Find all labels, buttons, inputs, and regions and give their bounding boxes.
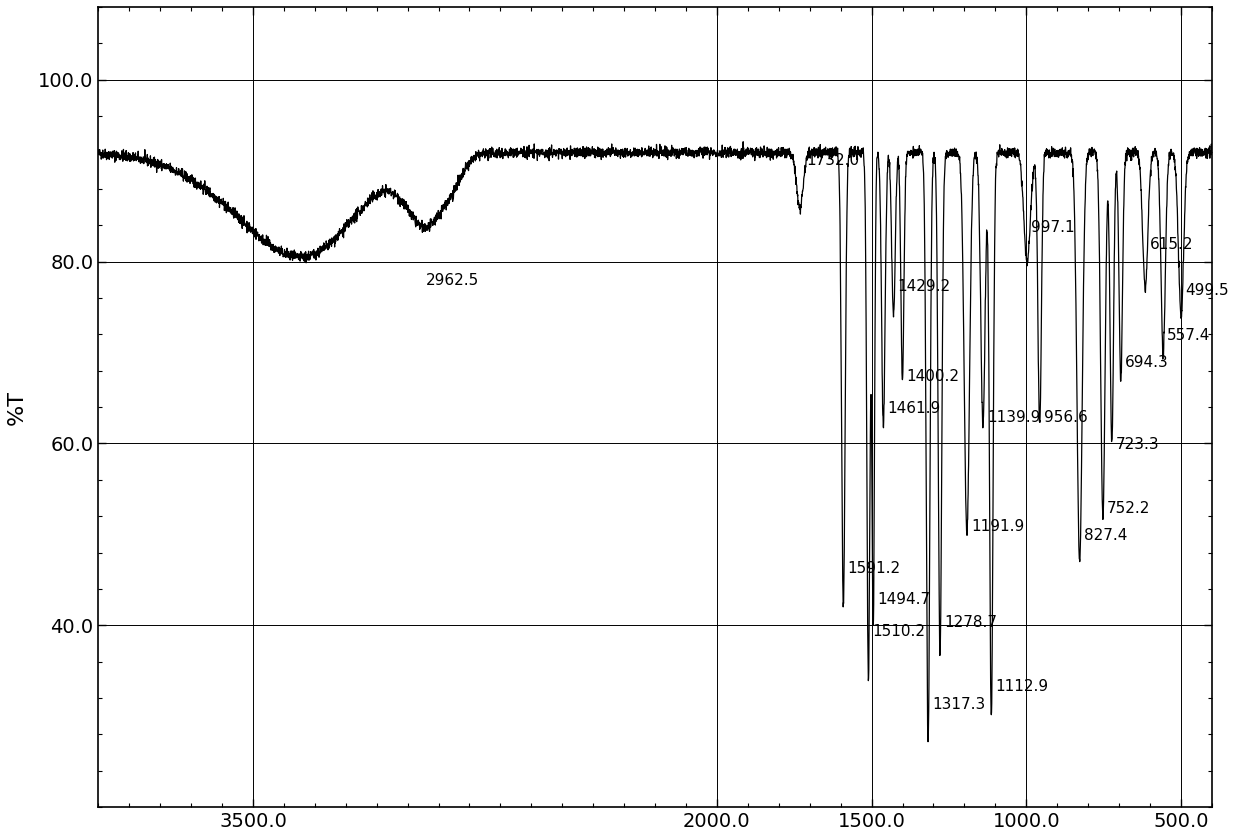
Text: 1732.0: 1732.0	[807, 153, 859, 168]
Text: 1429.2: 1429.2	[898, 279, 951, 294]
Text: 1317.3: 1317.3	[932, 697, 986, 712]
Text: 956.6: 956.6	[1044, 410, 1087, 425]
Text: 1494.7: 1494.7	[878, 592, 930, 607]
Y-axis label: %T: %T	[7, 390, 27, 425]
Text: 499.5: 499.5	[1185, 282, 1229, 297]
Text: 723.3: 723.3	[1116, 437, 1159, 453]
Text: 752.2: 752.2	[1107, 501, 1151, 515]
Text: 557.4: 557.4	[1167, 328, 1210, 343]
Text: 694.3: 694.3	[1125, 355, 1169, 370]
Text: 1139.9: 1139.9	[987, 410, 1040, 425]
Text: 1191.9: 1191.9	[971, 519, 1024, 534]
Text: 1400.2: 1400.2	[906, 369, 960, 384]
Text: 1461.9: 1461.9	[888, 401, 941, 416]
Text: 2962.5: 2962.5	[427, 273, 480, 288]
Text: 1278.7: 1278.7	[944, 615, 997, 630]
Text: 827.4: 827.4	[1084, 528, 1127, 543]
Text: 1112.9: 1112.9	[996, 679, 1049, 694]
Text: 615.2: 615.2	[1149, 237, 1193, 252]
Text: 1510.2: 1510.2	[873, 624, 925, 639]
Text: 1591.2: 1591.2	[847, 561, 900, 577]
Text: 997.1: 997.1	[1032, 220, 1075, 235]
